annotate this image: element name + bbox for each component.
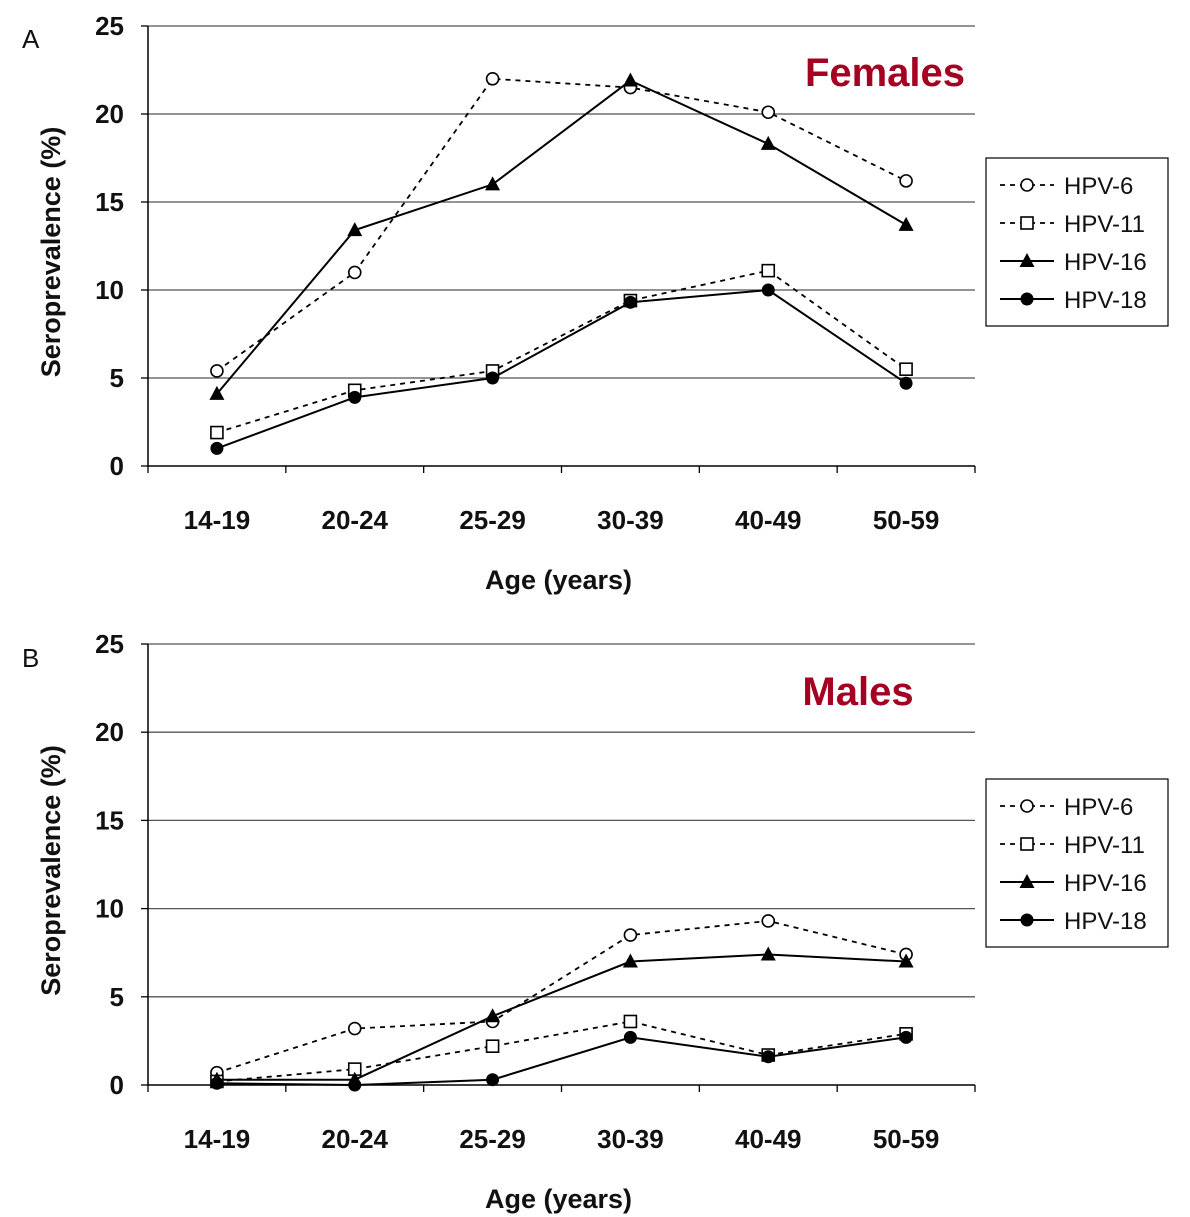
- x-tick-label: 30-39: [597, 505, 664, 535]
- x-tick-label: 14-19: [184, 505, 251, 535]
- data-point-hpv-18: [348, 390, 362, 404]
- data-point-hpv-18: [899, 1030, 913, 1044]
- series-line-hpv-11: [216, 1020, 907, 1083]
- data-point-hpv-18: [623, 1030, 637, 1044]
- y-tick-label: 5: [110, 982, 124, 1012]
- data-point-hpv-6: [485, 72, 500, 86]
- panel-label: A: [22, 24, 40, 54]
- legend-label-hpv-18: HPV-18: [1064, 287, 1147, 314]
- y-tick-label: 20: [95, 717, 124, 747]
- x-tick-label: 20-24: [322, 505, 389, 535]
- legend-label-hpv-6: HPV-6: [1064, 794, 1133, 821]
- data-point-hpv-6: [347, 265, 362, 280]
- y-tick-label: 25: [95, 629, 124, 659]
- x-tick-label: 50-59: [873, 1124, 940, 1154]
- series-line-hpv-16: [216, 953, 907, 1081]
- data-point-hpv-16: [209, 385, 225, 400]
- legend-label-hpv-16: HPV-16: [1064, 249, 1147, 276]
- x-tick-label: 50-59: [873, 505, 940, 535]
- data-point-hpv-11: [899, 362, 913, 377]
- legend-label-hpv-11: HPV-11: [1064, 832, 1145, 859]
- series-line-hpv-18: [216, 1036, 907, 1087]
- panel-label: B: [22, 643, 39, 673]
- legend-marker-hpv-6: [1020, 178, 1034, 192]
- data-point-hpv-18: [761, 283, 775, 297]
- data-point-hpv-16: [898, 216, 914, 231]
- x-tick-label: 14-19: [184, 1124, 251, 1154]
- data-point-hpv-6: [623, 928, 638, 942]
- data-point-hpv-18: [210, 1076, 224, 1090]
- data-point-hpv-16: [485, 1008, 501, 1023]
- legend-label-hpv-16: HPV-16: [1064, 870, 1147, 897]
- y-tick-label: 10: [95, 275, 124, 305]
- series-line-hpv-18: [216, 288, 907, 450]
- y-tick-label: 20: [95, 99, 124, 129]
- y-tick-label: 5: [110, 363, 124, 393]
- y-axis-label: Seroprevalence (%): [36, 745, 66, 996]
- series-line-hpv-6: [216, 920, 907, 1074]
- x-tick-label: 30-39: [597, 1124, 664, 1154]
- panel-annotation: Females: [805, 51, 965, 95]
- legend-marker-hpv-18: [1020, 292, 1034, 306]
- chart-panel-a: 0 5 10 15 20 25 14-19 20-24 25-29 30-39 40-49 50-59…: [22, 11, 1169, 595]
- y-tick-label: 15: [95, 805, 124, 835]
- y-tick-label: 15: [95, 187, 124, 217]
- y-tick-label: 0: [110, 1070, 124, 1100]
- data-point-hpv-16: [898, 953, 914, 968]
- x-axis-label: Age (years): [485, 1184, 632, 1214]
- data-point-hpv-18: [623, 295, 637, 309]
- data-point-hpv-6: [347, 1021, 362, 1036]
- legend-marker-hpv-16: [1019, 874, 1035, 888]
- x-tick-label: 40-49: [735, 505, 802, 535]
- data-point-hpv-18: [486, 371, 500, 385]
- legend-label-hpv-18: HPV-18: [1064, 908, 1147, 935]
- panel-annotation: Males: [802, 670, 913, 714]
- data-point-hpv-11: [623, 1014, 638, 1029]
- legend-label-hpv-6: HPV-6: [1064, 173, 1133, 200]
- data-point-hpv-16: [760, 135, 776, 150]
- chart-panel-b: 0 5 10 15 20 25 14-19 20-24 25-29 30-39 40-49 50-59…: [22, 629, 1169, 1214]
- legend-marker-hpv-11: [1020, 216, 1034, 230]
- x-tick-label: 25-29: [459, 1124, 526, 1154]
- data-point-hpv-6: [761, 914, 776, 928]
- legend: HPV-6 HPV-11 HPV-16 HPV-18: [985, 157, 1169, 327]
- y-tick-label: 25: [95, 11, 124, 41]
- legend-label-hpv-11: HPV-11: [1064, 211, 1145, 238]
- data-point-hpv-16: [760, 946, 776, 961]
- data-point-hpv-11: [485, 1039, 500, 1053]
- data-point-hpv-18: [761, 1050, 775, 1064]
- data-point-hpv-18: [210, 441, 224, 455]
- series-line-hpv-11: [216, 269, 907, 434]
- data-point-hpv-18: [899, 376, 913, 390]
- data-point-hpv-16: [485, 176, 501, 191]
- legend-marker-hpv-6: [1020, 799, 1034, 813]
- x-tick-label: 20-24: [322, 1124, 389, 1154]
- legend-marker-hpv-18: [1020, 913, 1034, 927]
- data-point-hpv-6: [899, 174, 913, 188]
- y-axis-label: Seroprevalence (%): [36, 127, 66, 378]
- data-point-hpv-11: [210, 425, 224, 440]
- y-tick-label: 0: [110, 451, 124, 481]
- legend-marker-hpv-11: [1020, 837, 1034, 851]
- series-line-hpv-16: [216, 79, 907, 395]
- data-point-hpv-16: [622, 953, 638, 968]
- series-line-hpv-6: [216, 77, 907, 372]
- data-point-hpv-6: [210, 364, 224, 378]
- data-point-hpv-16: [622, 72, 638, 87]
- legend-marker-hpv-16: [1019, 253, 1035, 267]
- data-point-hpv-11: [761, 263, 776, 278]
- x-tick-label: 25-29: [459, 505, 526, 535]
- data-point-hpv-18: [486, 1073, 500, 1087]
- legend: HPV-6 HPV-11 HPV-16 HPV-18: [985, 778, 1169, 948]
- data-point-hpv-6: [761, 105, 776, 120]
- data-point-hpv-18: [348, 1078, 362, 1092]
- y-tick-label: 10: [95, 894, 124, 924]
- x-tick-label: 40-49: [735, 1124, 802, 1154]
- data-point-hpv-16: [347, 222, 363, 237]
- x-axis-label: Age (years): [485, 565, 632, 595]
